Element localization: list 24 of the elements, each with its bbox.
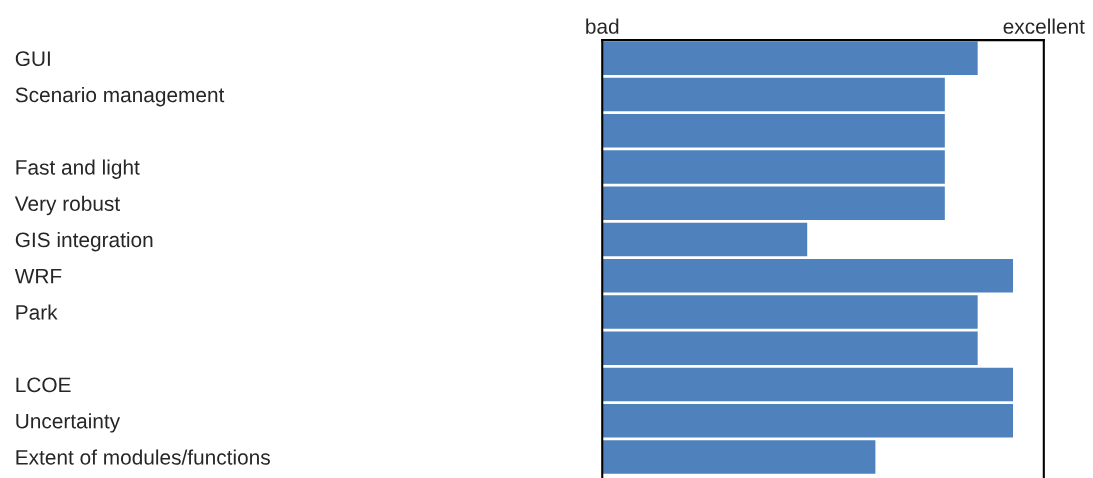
bar — [602, 259, 1014, 293]
y-tick-label: Scenario management — [15, 86, 225, 107]
bar — [602, 331, 978, 365]
y-tick-label: Very robust — [14, 195, 120, 216]
bar — [602, 440, 876, 474]
bar — [602, 150, 945, 184]
bar — [602, 41, 978, 75]
y-tick-label: Uncertainty — [16, 413, 121, 433]
y-tick-label: GIS integration — [15, 231, 153, 252]
bar — [602, 367, 1014, 402]
text: bad — [586, 18, 619, 34]
bar — [602, 186, 945, 220]
y-tick-label: WRF — [14, 268, 62, 284]
bar — [602, 222, 808, 257]
y-tick-label: LCOE — [16, 377, 71, 393]
bar — [602, 295, 978, 329]
bar — [602, 114, 945, 148]
bar — [602, 404, 1014, 438]
bar — [602, 77, 945, 112]
y-tick-label: Park — [16, 304, 58, 320]
y-tick-label: Extent of modules/functions — [16, 449, 270, 465]
y-tick-label: Fast and light — [16, 159, 140, 179]
y-tick-label: GUI — [15, 51, 50, 67]
text: excellent — [1003, 18, 1085, 34]
